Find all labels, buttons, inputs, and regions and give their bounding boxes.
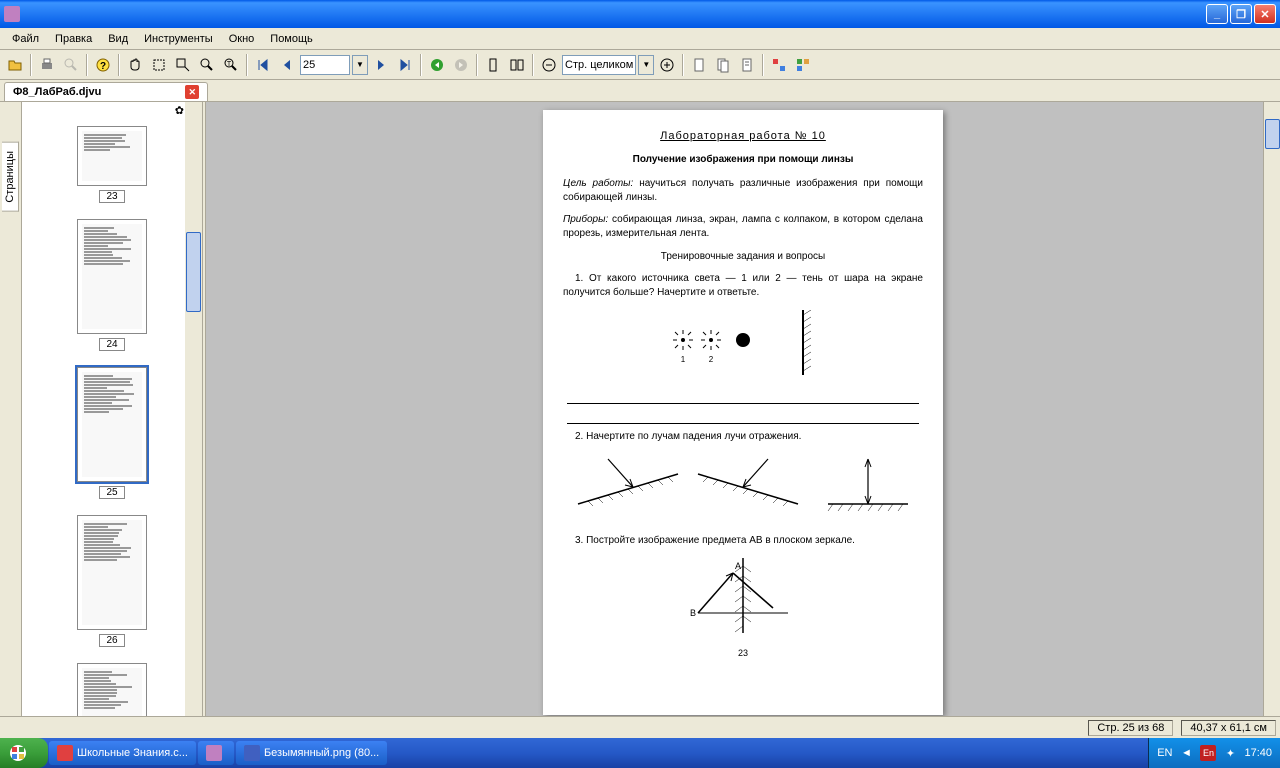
system-tray: EN ◄ En ✦ 17:40: [1148, 738, 1280, 768]
thumbnail[interactable]: [77, 663, 147, 716]
tray-arrow-icon[interactable]: ◄: [1178, 745, 1194, 761]
minimize-button[interactable]: _: [1206, 4, 1228, 24]
first-page-icon[interactable]: [252, 54, 274, 76]
hand-tool-icon[interactable]: [124, 54, 146, 76]
thumbnails-panel: ✿ ✕ 2324252627: [22, 102, 202, 716]
zoom-dropdown-icon[interactable]: ▼: [638, 55, 654, 75]
menu-help[interactable]: Помощь: [262, 31, 321, 47]
tray-lang[interactable]: EN: [1157, 747, 1172, 759]
zoom-icon[interactable]: [196, 54, 218, 76]
menubar: Файл Правка Вид Инструменты Окно Помощь: [0, 28, 1280, 50]
statusbar: Стр. 25 из 68 40,37 x 61,1 см: [0, 716, 1280, 738]
status-page: Стр. 25 из 68: [1088, 720, 1173, 736]
close-button[interactable]: ✕: [1254, 4, 1276, 24]
sidebar-tab-label: Страницы: [2, 142, 19, 212]
svg-text:1: 1: [681, 355, 686, 364]
question-2: 2. Начертите по лучам падения лучи отраж…: [563, 430, 923, 444]
find-icon[interactable]: [60, 54, 82, 76]
taskbar-item[interactable]: [198, 741, 234, 765]
thumbnail[interactable]: [77, 219, 147, 334]
zoom-in-icon[interactable]: [656, 54, 678, 76]
figure-1: 1 2: [563, 310, 923, 380]
toolbar: ? T ▼ Стр. целиком ▼: [0, 50, 1280, 80]
tab-close-icon[interactable]: ✕: [185, 85, 199, 99]
zoom-select[interactable]: Стр. целиком: [562, 55, 636, 75]
thumbnail-number: 23: [99, 190, 125, 203]
goal-paragraph: Цель работы: научиться получать различны…: [563, 177, 923, 205]
thumbnails-scrollbar[interactable]: [185, 102, 202, 716]
svg-text:B: B: [690, 608, 696, 618]
print-icon[interactable]: [36, 54, 58, 76]
doc3-icon[interactable]: [736, 54, 758, 76]
maximize-button[interactable]: ❐: [1230, 4, 1252, 24]
status-dimensions: 40,37 x 61,1 см: [1181, 720, 1276, 736]
tabbar: Ф8_ЛабРаб.djvu ✕: [0, 80, 1280, 102]
sidebar-tab[interactable]: Страницы: [0, 102, 22, 716]
question-1: 1. От какого источника света — 1 или 2 —…: [563, 272, 923, 300]
open-icon[interactable]: [4, 54, 26, 76]
menu-window[interactable]: Окно: [221, 31, 263, 47]
text-select-icon[interactable]: T: [220, 54, 242, 76]
lab-subtitle: Получение изображения при помощи линзы: [563, 154, 923, 165]
menu-file[interactable]: Файл: [4, 31, 47, 47]
thumbnail[interactable]: [77, 367, 147, 482]
section-header: Тренировочные задания и вопросы: [563, 251, 923, 262]
svg-text:2: 2: [709, 355, 714, 364]
tray-flag-icon[interactable]: En: [1200, 745, 1216, 761]
thumbnails-settings-icon[interactable]: ✿: [175, 104, 184, 118]
facing-pages-icon[interactable]: [506, 54, 528, 76]
svg-text:T: T: [227, 61, 232, 68]
last-page-icon[interactable]: [394, 54, 416, 76]
doc-icon[interactable]: [688, 54, 710, 76]
figure-3: A B: [563, 558, 923, 638]
next-page-icon[interactable]: [370, 54, 392, 76]
question-3: 3. Постройте изображение предмета АВ в п…: [563, 534, 923, 548]
tool-b-icon[interactable]: [792, 54, 814, 76]
document-tab[interactable]: Ф8_ЛабРаб.djvu ✕: [4, 82, 208, 101]
answer-line: [567, 390, 919, 404]
zoom-out-icon[interactable]: [538, 54, 560, 76]
figure-2: [563, 454, 923, 524]
page-content: Лабораторная работа № 10 Получение изобр…: [543, 110, 943, 715]
equipment-paragraph: Приборы: собирающая линза, экран, лампа …: [563, 213, 923, 241]
tray-clock[interactable]: 17:40: [1244, 747, 1272, 759]
viewer-scrollbar[interactable]: [1263, 102, 1280, 716]
zoom-region-icon[interactable]: [172, 54, 194, 76]
menu-tools[interactable]: Инструменты: [136, 31, 221, 47]
page-number-input[interactable]: [300, 55, 350, 75]
tool-a-icon[interactable]: [768, 54, 790, 76]
titlebar: _ ❐ ✕: [0, 0, 1280, 28]
thumbnail[interactable]: [77, 515, 147, 630]
document-viewer[interactable]: Лабораторная работа № 10 Получение изобр…: [206, 102, 1280, 716]
menu-edit[interactable]: Правка: [47, 31, 100, 47]
content-area: Страницы ✿ ✕ 2324252627 Лабораторная раб…: [0, 102, 1280, 716]
start-button[interactable]: [0, 738, 48, 768]
svg-text:A: A: [735, 561, 741, 571]
single-page-icon[interactable]: [482, 54, 504, 76]
menu-view[interactable]: Вид: [100, 31, 136, 47]
help-icon[interactable]: ?: [92, 54, 114, 76]
nav-back-icon[interactable]: [426, 54, 448, 76]
page-footer-number: 23: [563, 648, 923, 658]
tray-star-icon[interactable]: ✦: [1222, 745, 1238, 761]
prev-page-icon[interactable]: [276, 54, 298, 76]
answer-line: [567, 410, 919, 424]
select-tool-icon[interactable]: [148, 54, 170, 76]
thumbnail-number: 25: [99, 486, 125, 499]
svg-text:?: ?: [100, 61, 106, 72]
thumbnail[interactable]: [77, 126, 147, 186]
app-icon: [4, 6, 20, 22]
doc2-icon[interactable]: [712, 54, 734, 76]
lab-title: Лабораторная работа № 10: [563, 130, 923, 142]
thumbnail-number: 24: [99, 338, 125, 351]
nav-forward-icon[interactable]: [450, 54, 472, 76]
tab-filename: Ф8_ЛабРаб.djvu: [13, 86, 101, 98]
page-dropdown-icon[interactable]: ▼: [352, 55, 368, 75]
taskbar-item[interactable]: Безымянный.png (80...: [236, 741, 387, 765]
taskbar-item[interactable]: Школьные Знания.с...: [49, 741, 196, 765]
taskbar: Школьные Знания.с... Безымянный.png (80.…: [0, 738, 1280, 768]
thumbnail-number: 26: [99, 634, 125, 647]
